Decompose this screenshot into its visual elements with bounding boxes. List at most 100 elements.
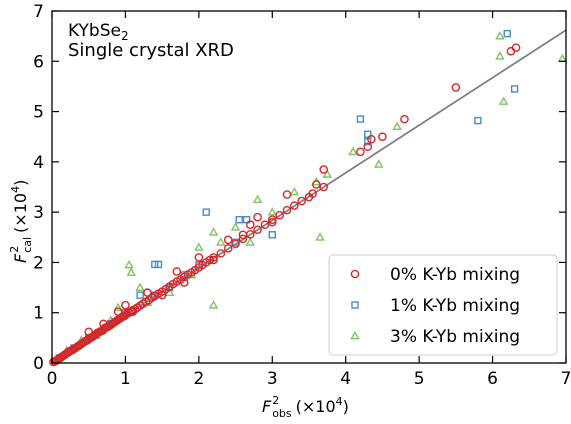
y-tick-label: 0 — [33, 354, 44, 374]
y-tick-label: 2 — [33, 253, 44, 273]
data-point — [238, 234, 248, 244]
y-axis-label-exp: 4 — [9, 186, 22, 193]
data-point — [451, 83, 461, 92]
data-point — [208, 300, 219, 309]
legend-label: 3% K-Yb mixing — [390, 327, 520, 347]
x-tick-label: 5 — [414, 369, 425, 389]
data-point — [392, 121, 402, 131]
y-axis-label-close: ) — [11, 180, 30, 186]
series-1 — [49, 43, 521, 367]
data-point — [290, 201, 299, 210]
x-axis-label-symbol: F — [262, 397, 272, 416]
data-point — [275, 210, 284, 220]
x-axis-label-exp: 4 — [336, 395, 343, 408]
x-axis-label-sub: obs — [272, 407, 292, 420]
data-point — [315, 232, 325, 241]
data-point — [252, 194, 263, 203]
data-point — [503, 29, 511, 38]
data-point — [367, 134, 376, 144]
data-point — [208, 227, 219, 236]
annotation-compound: KYbSe — [68, 21, 121, 41]
data-point — [223, 244, 233, 253]
x-tick-label: 2 — [193, 369, 204, 389]
data-point — [113, 307, 123, 317]
series-3 — [61, 31, 568, 354]
data-point — [495, 51, 505, 60]
data-point — [179, 278, 189, 287]
x-tick-label: 3 — [267, 369, 278, 389]
annotation-compound-subscript: 2 — [121, 29, 129, 43]
data-point — [322, 169, 333, 178]
y-axis-label-suffix: (×10 — [11, 193, 30, 233]
data-point — [267, 207, 278, 216]
data-point — [289, 187, 300, 196]
data-point — [202, 208, 210, 216]
x-axis-label-close: ) — [343, 397, 349, 416]
data-point — [304, 192, 314, 202]
data-point — [121, 300, 130, 310]
data-point — [136, 291, 144, 299]
plot-frame — [51, 10, 567, 364]
legend-marker — [350, 330, 360, 340]
annotation: KYbSe2 Single crystal XRD — [68, 21, 234, 61]
data-point — [84, 327, 94, 337]
data-point — [126, 267, 137, 276]
data-point — [319, 182, 328, 192]
data-point — [157, 290, 167, 300]
y-axis-label: F2cal (×104) — [8, 180, 34, 263]
data-point — [511, 43, 521, 53]
data-point — [348, 146, 358, 156]
x-tick-label: 6 — [487, 369, 498, 389]
data-point — [356, 147, 365, 157]
legend-label: 0% K-Yb mixing — [390, 265, 520, 285]
y-tick-label: 1 — [33, 304, 44, 324]
ticks-layer: 0 1 2 3 4 5 6 7 0 1 2 3 4 5 6 7 — [33, 2, 571, 389]
legend-entry: 3% K-Yb mixing — [350, 327, 520, 347]
legend-entry: 0% K-Yb mixing — [350, 265, 520, 285]
legend-marker — [351, 301, 359, 309]
y-axis-label-symbol: F — [11, 253, 30, 263]
legend-box — [328, 254, 558, 356]
data-point — [99, 319, 108, 329]
data-point — [231, 239, 240, 249]
data-point — [209, 255, 218, 265]
legend-entry: 1% K-Yb mixing — [351, 296, 520, 316]
data-point — [194, 242, 204, 251]
x-tick-label: 4 — [340, 369, 351, 389]
data-point — [209, 253, 218, 262]
data-point — [143, 288, 152, 297]
data-point — [230, 222, 241, 231]
data-point — [282, 190, 292, 199]
x-tick-label: 7 — [561, 369, 571, 389]
y-tick-label: 5 — [33, 103, 44, 123]
data-point — [495, 31, 505, 40]
x-axis-label: F2 obs (×104) — [262, 394, 349, 420]
y-tick-label: 4 — [33, 153, 44, 173]
data-point — [267, 217, 277, 227]
data-point — [297, 196, 306, 206]
y-axis-label-sub: cal — [21, 237, 34, 253]
data-point — [319, 165, 328, 174]
x-tick-label: 1 — [120, 369, 131, 389]
data-point — [113, 302, 123, 312]
data-point — [238, 230, 248, 240]
data-point — [312, 180, 321, 189]
data-point — [557, 53, 568, 63]
annotation-method: Single crystal XRD — [68, 40, 234, 61]
y-tick-label: 3 — [33, 203, 44, 223]
data-point — [128, 307, 138, 317]
data-point — [172, 267, 182, 276]
y-tick-label: 6 — [33, 52, 44, 72]
data-point — [154, 260, 163, 269]
data-point — [235, 215, 243, 224]
data-point — [400, 114, 409, 124]
data-point — [268, 231, 276, 239]
data-point — [260, 220, 270, 230]
data-point — [216, 249, 226, 258]
y-axis-label-sup: 2 — [8, 246, 21, 253]
legend-items: 0% K-Yb mixing 1% K-Yb mixing 3% K-Yb mixi… — [350, 265, 520, 347]
data-point — [223, 235, 233, 245]
legend: 0% K-Yb mixing 1% K-Yb mixing 3% K-Yb mixi… — [328, 254, 558, 356]
data-point — [378, 132, 387, 142]
